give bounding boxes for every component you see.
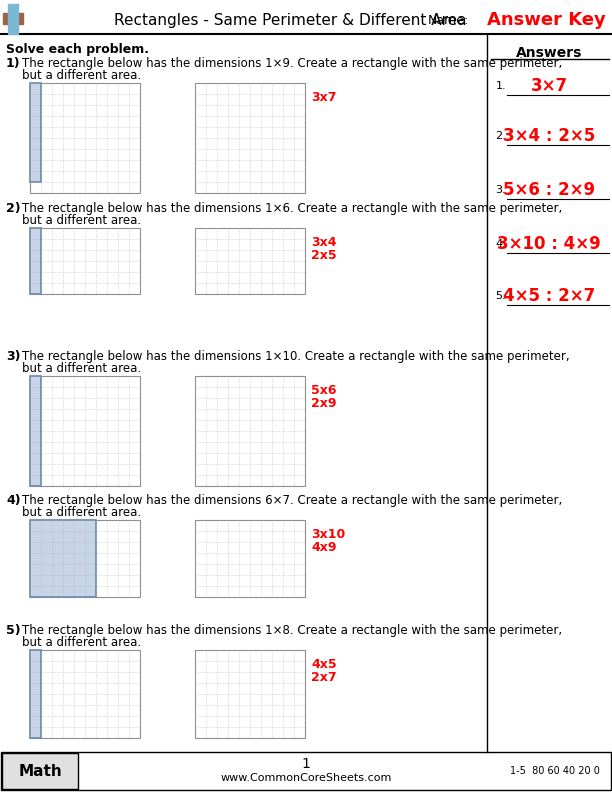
Text: 5x6: 5x6 — [311, 384, 337, 397]
Text: 3): 3) — [6, 350, 20, 363]
Text: 5): 5) — [6, 624, 21, 637]
Bar — [2, 753, 78, 789]
Bar — [30, 520, 140, 597]
Text: 4x9: 4x9 — [311, 541, 337, 554]
Text: 1-5  80 60 40 20 0: 1-5 80 60 40 20 0 — [510, 766, 600, 776]
Text: Answers: Answers — [516, 46, 583, 60]
Bar — [30, 83, 140, 193]
Bar — [195, 228, 305, 294]
Text: 1: 1 — [302, 757, 310, 771]
Text: but a different area.: but a different area. — [22, 506, 141, 519]
Text: 3x4: 3x4 — [311, 236, 337, 249]
Bar — [195, 376, 305, 486]
Text: but a different area.: but a different area. — [22, 69, 141, 82]
Text: 3x10: 3x10 — [311, 528, 345, 541]
Bar — [30, 228, 41, 294]
Text: 3.: 3. — [496, 185, 506, 195]
Text: The rectangle below has the dimensions 1×6. Create a rectangle with the same per: The rectangle below has the dimensions 1… — [22, 202, 562, 215]
Text: 4x5: 4x5 — [311, 658, 337, 671]
Text: but a different area.: but a different area. — [22, 636, 141, 649]
Bar — [3, 13, 23, 24]
Text: 4.: 4. — [496, 239, 506, 249]
Text: but a different area.: but a different area. — [22, 214, 141, 227]
Bar — [30, 228, 140, 294]
Text: The rectangle below has the dimensions 1×8. Create a rectangle with the same per: The rectangle below has the dimensions 1… — [22, 624, 562, 637]
Text: 2): 2) — [6, 202, 21, 215]
Text: 3×7: 3×7 — [531, 77, 568, 95]
Text: but a different area.: but a different area. — [22, 362, 141, 375]
Bar — [1, 752, 611, 790]
Text: www.CommonCoreSheets.com: www.CommonCoreSheets.com — [220, 773, 392, 783]
Text: 1.: 1. — [496, 81, 506, 91]
Text: Name:: Name: — [428, 13, 469, 26]
Text: 3x7: 3x7 — [311, 91, 337, 104]
Bar — [30, 376, 41, 486]
Bar — [30, 650, 140, 738]
Bar — [30, 83, 41, 182]
Text: 5×6 : 2×9: 5×6 : 2×9 — [503, 181, 595, 199]
Bar — [30, 376, 140, 486]
Text: Rectangles - Same Perimeter & Different Area: Rectangles - Same Perimeter & Different … — [114, 13, 466, 28]
Bar — [30, 520, 96, 597]
Text: 1): 1) — [6, 57, 21, 70]
Text: 4×5 : 2×7: 4×5 : 2×7 — [503, 287, 595, 305]
Text: 2x5: 2x5 — [311, 249, 337, 262]
Bar — [195, 520, 305, 597]
Text: The rectangle below has the dimensions 1×10. Create a rectangle with the same pe: The rectangle below has the dimensions 1… — [22, 350, 570, 363]
Bar — [195, 83, 305, 193]
Text: 3×10 : 4×9: 3×10 : 4×9 — [498, 235, 601, 253]
Text: 5.: 5. — [496, 291, 506, 301]
Text: Solve each problem.: Solve each problem. — [6, 43, 149, 56]
Text: 2x7: 2x7 — [311, 671, 337, 684]
Bar — [30, 650, 41, 738]
Text: 2.: 2. — [496, 131, 506, 141]
Text: 3×4 : 2×5: 3×4 : 2×5 — [503, 127, 595, 145]
Text: Answer Key: Answer Key — [487, 11, 606, 29]
Text: Math: Math — [18, 763, 62, 779]
Text: 2x9: 2x9 — [311, 397, 337, 410]
Bar — [195, 650, 305, 738]
Text: 4): 4) — [6, 494, 21, 507]
Text: The rectangle below has the dimensions 6×7. Create a rectangle with the same per: The rectangle below has the dimensions 6… — [22, 494, 562, 507]
Bar — [8, 4, 18, 34]
Text: The rectangle below has the dimensions 1×9. Create a rectangle with the same per: The rectangle below has the dimensions 1… — [22, 57, 562, 70]
